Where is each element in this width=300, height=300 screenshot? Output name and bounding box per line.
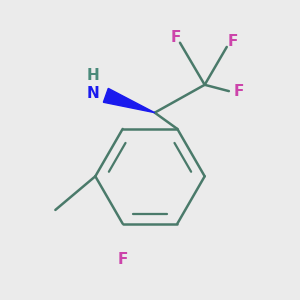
Polygon shape [103, 88, 155, 113]
Text: H: H [87, 68, 100, 83]
Text: F: F [118, 252, 128, 267]
Text: N: N [87, 86, 100, 101]
Text: F: F [171, 30, 181, 45]
Text: F: F [228, 34, 238, 49]
Text: F: F [233, 84, 244, 99]
